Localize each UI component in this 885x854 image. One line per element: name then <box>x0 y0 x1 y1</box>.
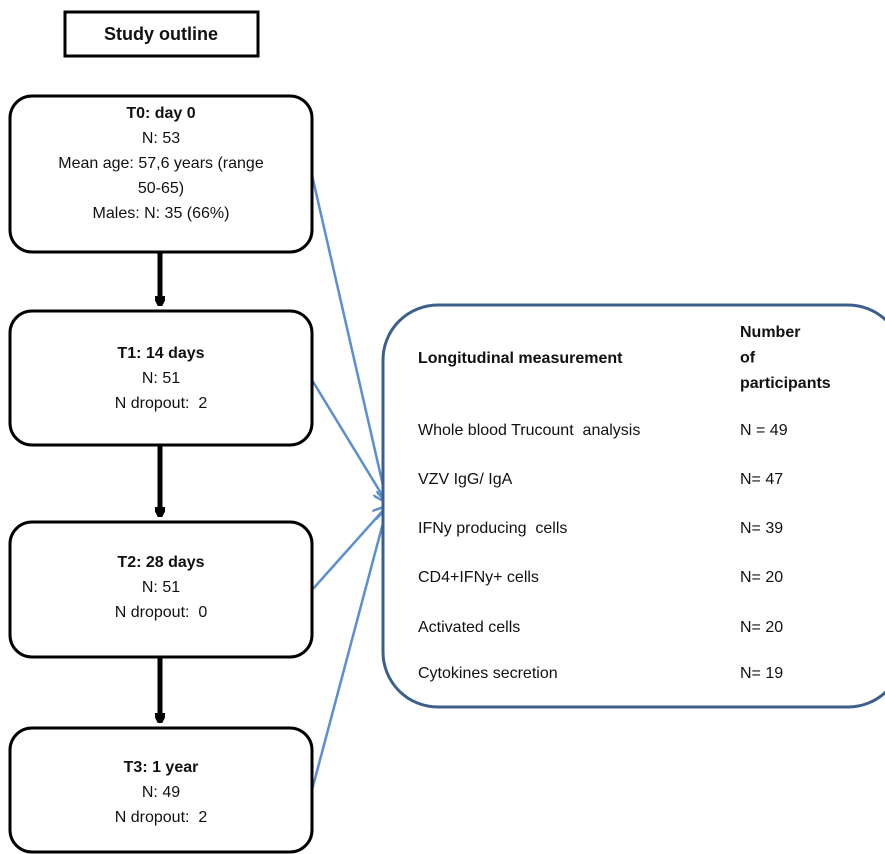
node-text: Mean age: 57,6 years (range <box>58 155 264 172</box>
node-text: 50-65) <box>138 180 184 197</box>
row-count: N= 20 <box>740 569 783 586</box>
row-count: N= 19 <box>740 665 783 682</box>
node-title: T1: 14 days <box>117 345 204 362</box>
table-header: participants <box>740 375 831 392</box>
node-box <box>8 94 314 254</box>
node-title: T0: day 0 <box>126 105 195 122</box>
row-label: VZV IgG/ IgA <box>418 471 513 488</box>
node-text: Males: N: 35 (66%) <box>93 205 230 222</box>
row-label: Whole blood Trucount analysis <box>418 422 640 439</box>
node-text: N dropout: 2 <box>115 809 208 826</box>
title: Study outline <box>104 24 218 44</box>
node-title: T2: 28 days <box>117 554 204 571</box>
node-box <box>8 520 314 659</box>
table-header: of <box>740 350 756 367</box>
node-box <box>8 726 314 854</box>
row-label: Activated cells <box>418 619 520 636</box>
node-box <box>8 309 314 447</box>
table-box <box>381 303 885 709</box>
row-count: N= 47 <box>740 471 783 488</box>
row-count: N= 20 <box>740 619 783 636</box>
table-header: Number <box>740 324 800 341</box>
row-count: N= 39 <box>740 520 783 537</box>
node-title: T3: 1 year <box>124 759 199 776</box>
table-header: Longitudinal measurement <box>418 350 623 367</box>
node-text: N: 53 <box>142 130 180 147</box>
node-text: N: 49 <box>142 784 180 801</box>
row-label: Cytokines secretion <box>418 665 558 682</box>
node-text: N dropout: 2 <box>115 395 208 412</box>
row-count: N = 49 <box>740 422 788 439</box>
node-text: N: 51 <box>142 370 180 387</box>
node-text: N dropout: 0 <box>115 604 208 621</box>
row-label: CD4+IFNy+ cells <box>418 569 539 586</box>
title-box <box>63 10 260 58</box>
blue-arrows <box>310 174 387 791</box>
node-text: N: 51 <box>142 579 180 596</box>
row-label: IFNy producing cells <box>418 520 567 537</box>
